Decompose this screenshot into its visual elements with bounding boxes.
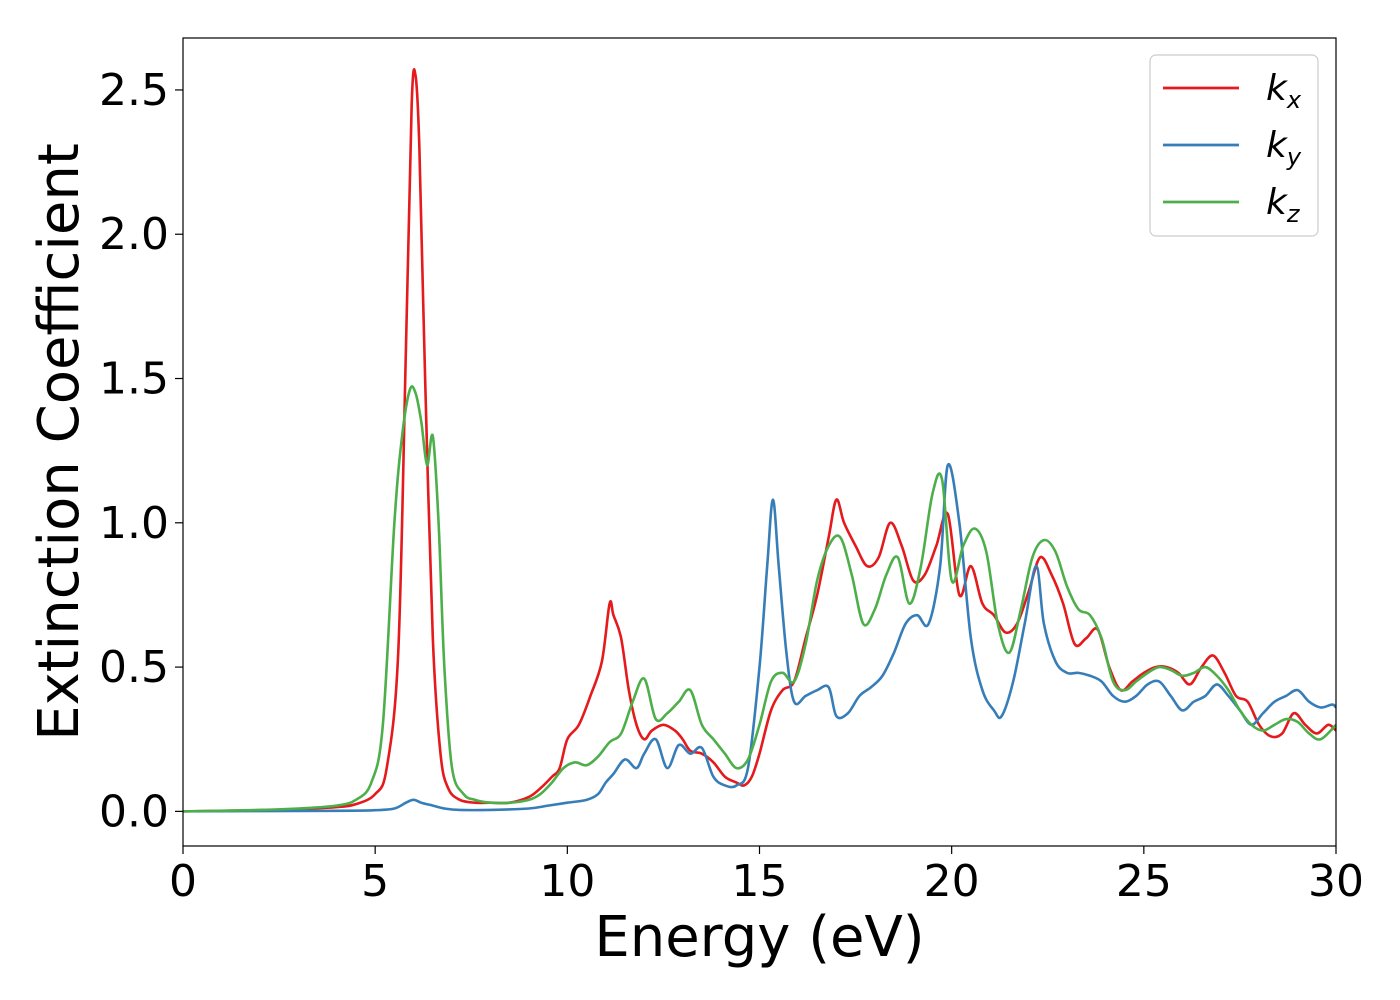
- legend-label-y: ky: [1266, 125, 1302, 171]
- y-tick-label: 0.0: [99, 786, 169, 837]
- plot-lines: [183, 68, 1336, 813]
- legend-label-z: kz: [1266, 182, 1301, 228]
- y-tick-label: 0.5: [99, 642, 169, 693]
- y-tick-label: 1.0: [99, 498, 169, 549]
- x-tick-label: 10: [539, 856, 595, 907]
- x-tick-label: 20: [924, 856, 980, 907]
- series-line-x: [183, 68, 1336, 813]
- x-tick-label: 30: [1308, 856, 1364, 907]
- y-axis: 0.0 0.5 1.0 1.5 2.0 2.5: [99, 65, 183, 837]
- legend-label-x: kx: [1266, 68, 1302, 114]
- y-tick-label: 2.0: [99, 209, 169, 260]
- y-tick-label: 2.5: [99, 65, 169, 116]
- x-axis-label: Energy (eV): [594, 905, 924, 970]
- y-axis-label: Extinction Coefficient: [27, 143, 92, 741]
- x-tick-label: 15: [732, 856, 788, 907]
- x-tick-label: 25: [1116, 856, 1172, 907]
- legend: kx ky kz: [1149, 54, 1319, 237]
- y-tick-label: 1.5: [99, 354, 169, 405]
- x-tick-label: 0: [169, 856, 197, 907]
- series-line-z: [183, 385, 1336, 813]
- x-tick-label: 5: [361, 856, 389, 907]
- series-line-y: [183, 462, 1336, 813]
- x-axis: 0 5 10 15 20 25 30: [169, 846, 1364, 907]
